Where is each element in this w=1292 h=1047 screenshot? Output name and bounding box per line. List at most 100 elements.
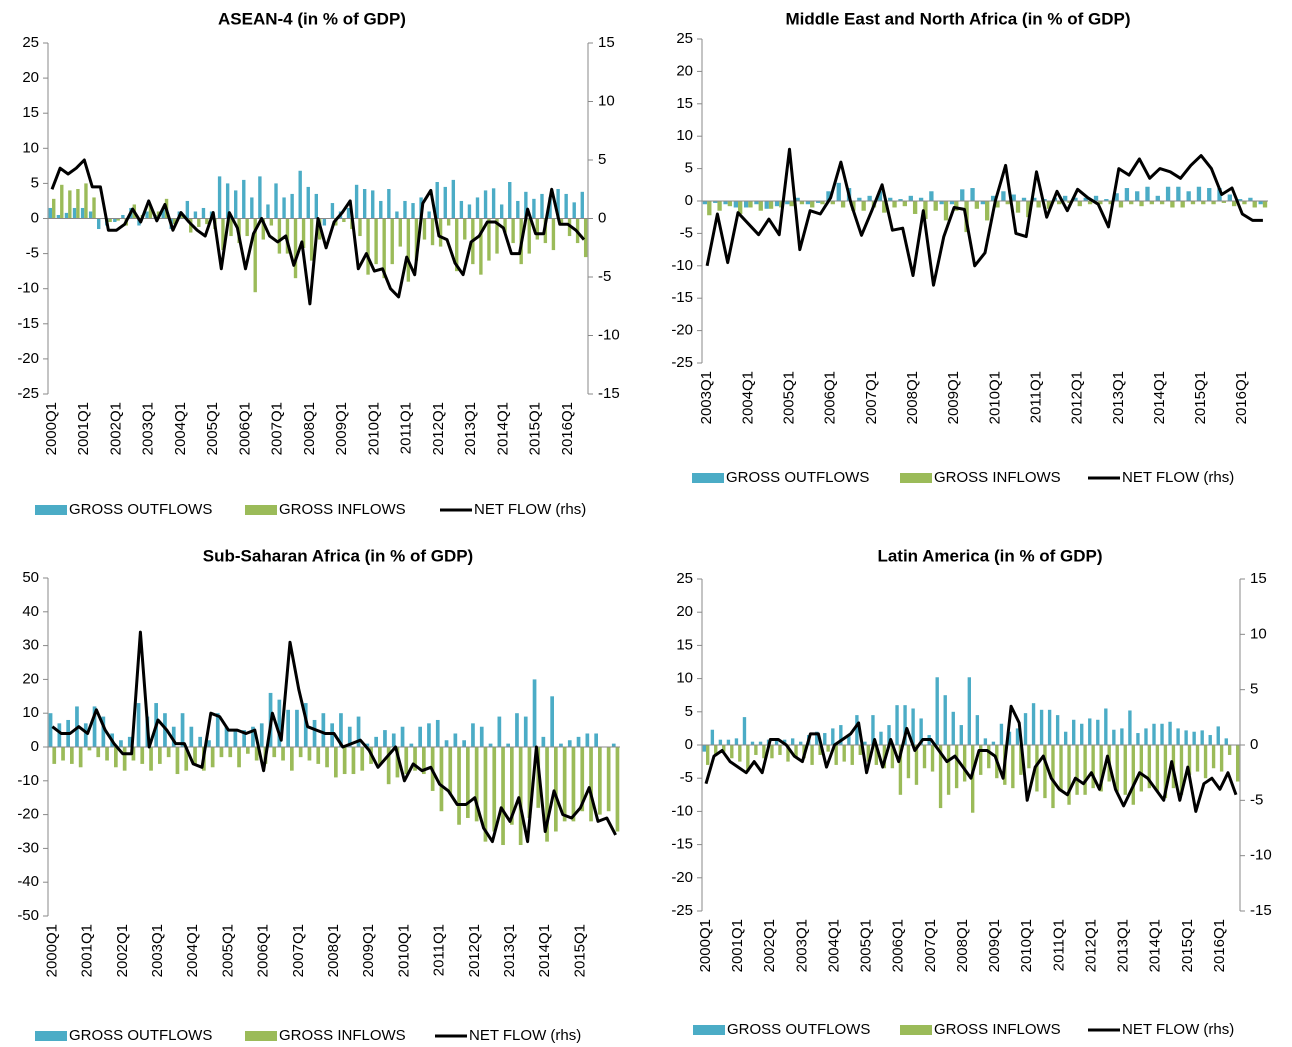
bar	[970, 188, 975, 201]
bar	[483, 190, 488, 219]
bar	[1120, 728, 1124, 745]
bar	[277, 218, 282, 254]
bar	[559, 218, 564, 226]
bar	[301, 218, 306, 248]
legend-label: GROSS OUTFLOWS	[69, 501, 212, 518]
y-tick-label: 20	[676, 603, 693, 620]
bar	[161, 207, 165, 219]
y-tick-label: 10	[676, 127, 693, 144]
bar	[706, 745, 710, 765]
y-tick-label: -5	[680, 224, 693, 241]
bar	[1026, 201, 1031, 218]
bar	[567, 740, 572, 747]
bar	[908, 195, 913, 201]
bar	[1235, 745, 1240, 782]
bar	[217, 176, 222, 219]
bar	[974, 201, 980, 209]
bar	[189, 726, 194, 747]
y-tick-label: -10	[671, 802, 693, 819]
bar	[518, 747, 523, 846]
x-tick-label: 2005Q1	[780, 371, 797, 424]
y2-tick-label: 10	[598, 92, 615, 109]
x-tick-label: 2006Q1	[236, 402, 253, 455]
bar	[453, 733, 458, 747]
bar	[713, 201, 718, 203]
y-tick-label: -10	[17, 772, 39, 789]
bar	[245, 218, 249, 237]
bar	[831, 728, 835, 745]
y2-tick-label: -15	[1250, 902, 1272, 919]
bar	[718, 739, 723, 745]
bar	[404, 747, 409, 775]
x-tick-label: 2003Q1	[793, 919, 810, 972]
legend-label: GROSS OUTFLOWS	[69, 1027, 212, 1044]
bar	[347, 726, 352, 747]
bar	[1047, 709, 1052, 745]
bar	[594, 733, 598, 747]
bar	[383, 730, 387, 747]
bar	[903, 705, 907, 745]
bar	[1007, 731, 1012, 745]
bar	[826, 745, 830, 752]
bar	[1170, 201, 1175, 208]
bar	[422, 747, 426, 775]
bar	[898, 745, 903, 795]
bar	[890, 745, 895, 769]
bar	[524, 191, 528, 219]
bar	[97, 218, 101, 230]
bar	[1207, 188, 1212, 201]
bar	[285, 218, 290, 254]
bar	[309, 218, 314, 261]
bar	[1176, 728, 1180, 745]
bar	[491, 188, 496, 219]
bar	[762, 745, 766, 759]
y-tick-label: -15	[17, 315, 39, 332]
x-tick-label: 2009Q1	[360, 924, 377, 977]
x-tick-label: 2015Q1	[571, 924, 588, 977]
bar	[923, 201, 928, 220]
y-tick-label: 20	[22, 670, 39, 687]
bar	[1149, 201, 1154, 205]
bar	[1176, 186, 1181, 201]
y-tick-label: 25	[676, 570, 693, 587]
x-tick-label: 2015Q1	[527, 402, 544, 455]
bar	[738, 201, 743, 214]
bar	[96, 747, 101, 758]
bar	[532, 198, 536, 219]
bar	[702, 745, 707, 752]
y-tick-label: -10	[17, 280, 39, 297]
bar	[274, 183, 278, 219]
bar	[906, 745, 911, 779]
bar	[840, 201, 846, 208]
bar	[1201, 201, 1206, 205]
bar	[882, 201, 887, 213]
bar	[342, 218, 346, 223]
bar	[730, 745, 734, 759]
bar	[88, 211, 93, 219]
bar	[237, 747, 241, 768]
x-tick-label: 2000Q1	[43, 402, 60, 455]
bar	[503, 218, 507, 233]
x-tick-label: 2005Q1	[219, 924, 236, 977]
bar	[492, 747, 497, 832]
bar	[149, 747, 153, 771]
bar	[987, 745, 991, 769]
bar	[360, 747, 365, 771]
x-tick-label: 2000Q1	[43, 924, 60, 977]
bar	[1179, 745, 1184, 795]
bar	[871, 715, 875, 745]
chart-title: ASEAN-4 (in % of GDP)	[218, 9, 406, 28]
bar	[467, 204, 472, 219]
bar	[823, 733, 827, 745]
bar	[742, 717, 747, 745]
bar	[83, 723, 88, 747]
bar	[888, 197, 893, 201]
bar	[193, 747, 197, 764]
bar	[857, 197, 862, 201]
bar	[479, 726, 484, 747]
bar	[435, 719, 440, 747]
x-tick-label: 2009Q1	[945, 371, 962, 424]
bar	[253, 218, 257, 293]
bar	[76, 189, 80, 219]
x-tick-label: 2001Q1	[79, 924, 96, 977]
